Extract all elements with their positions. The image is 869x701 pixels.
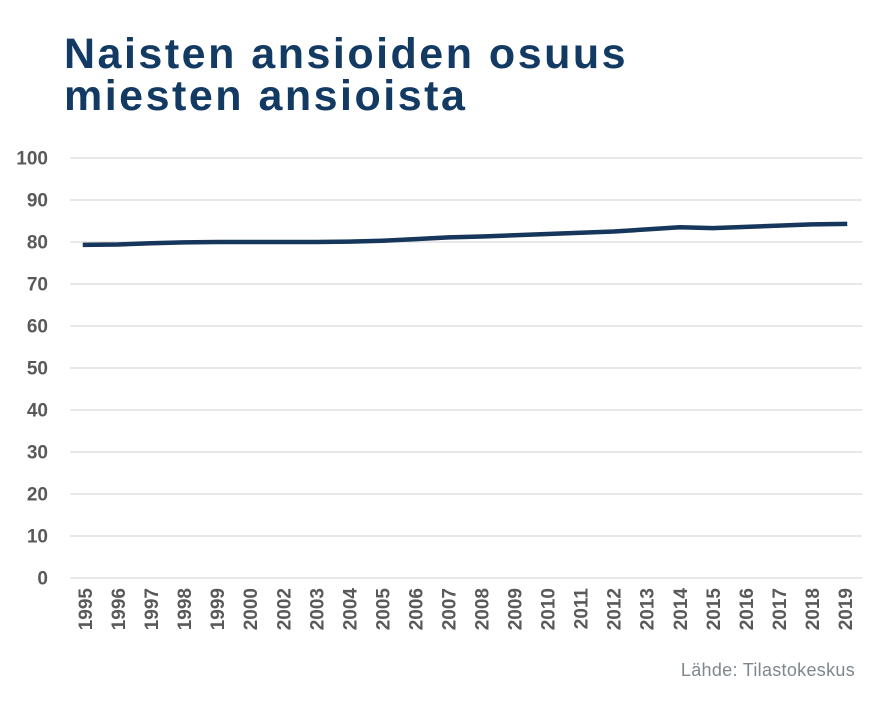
y-tick-label-40: 40: [27, 401, 48, 422]
x-tick-label-2002: 2002: [274, 588, 295, 630]
x-tick-label-2005: 2005: [373, 588, 394, 631]
data-line-women-earnings-share: [82, 221, 848, 248]
source-label: Lähde: Tilastokeskus: [680, 660, 855, 680]
x-tick-label-2000: 2000: [241, 588, 262, 630]
y-tick-label-0: 0: [37, 569, 48, 590]
y-tick-label-30: 30: [27, 443, 48, 464]
x-tick-label-1995: 1995: [76, 588, 97, 631]
chart-title-line2: miesten ansioista: [64, 72, 468, 120]
y-tick-label-80: 80: [27, 233, 48, 254]
x-tick-label-2012: 2012: [605, 588, 626, 630]
x-tick-label-2013: 2013: [638, 588, 659, 630]
x-tick-label-2008: 2008: [473, 588, 494, 630]
x-tick-label-2004: 2004: [340, 588, 361, 631]
y-tick-label-20: 20: [27, 485, 48, 506]
y-axis-tick-labels: 0 10 20 30 40 50 60 70 80 90 100: [16, 149, 48, 590]
x-tick-label-2007: 2007: [439, 588, 460, 630]
x-tick-label-1996: 1996: [109, 588, 130, 630]
x-tick-label-2017: 2017: [770, 588, 791, 630]
y-tick-label-70: 70: [27, 275, 48, 296]
y-tick-label-50: 50: [27, 359, 48, 380]
gridlines: [70, 157, 862, 579]
x-tick-label-2003: 2003: [307, 588, 328, 630]
x-tick-label-2015: 2015: [704, 588, 725, 631]
y-tick-label-10: 10: [27, 527, 48, 548]
x-tick-label-2011: 2011: [572, 588, 593, 630]
x-tick-label-2009: 2009: [506, 588, 527, 630]
y-tick-label-90: 90: [27, 191, 48, 212]
x-tick-label-2019: 2019: [836, 588, 857, 630]
x-axis-tick-labels: 1995 1996 1997 1998 1999 2000 2002 2003 2004 2005…: [76, 588, 857, 631]
chart-title-line1: Naisten ansioiden osuus: [64, 30, 629, 78]
x-tick-label-2018: 2018: [803, 588, 824, 630]
x-tick-label-1998: 1998: [175, 588, 196, 630]
x-tick-label-2010: 2010: [539, 588, 560, 630]
y-tick-label-100: 100: [16, 149, 48, 170]
x-tick-label-2016: 2016: [737, 588, 758, 630]
x-tick-label-1999: 1999: [208, 588, 229, 630]
x-tick-label-2014: 2014: [671, 588, 692, 631]
y-tick-label-60: 60: [27, 317, 48, 338]
chart-title: Naisten ansioiden osuus miesten ansioist…: [64, 30, 629, 120]
x-tick-label-2006: 2006: [406, 588, 427, 630]
x-tick-label-1997: 1997: [142, 588, 163, 630]
